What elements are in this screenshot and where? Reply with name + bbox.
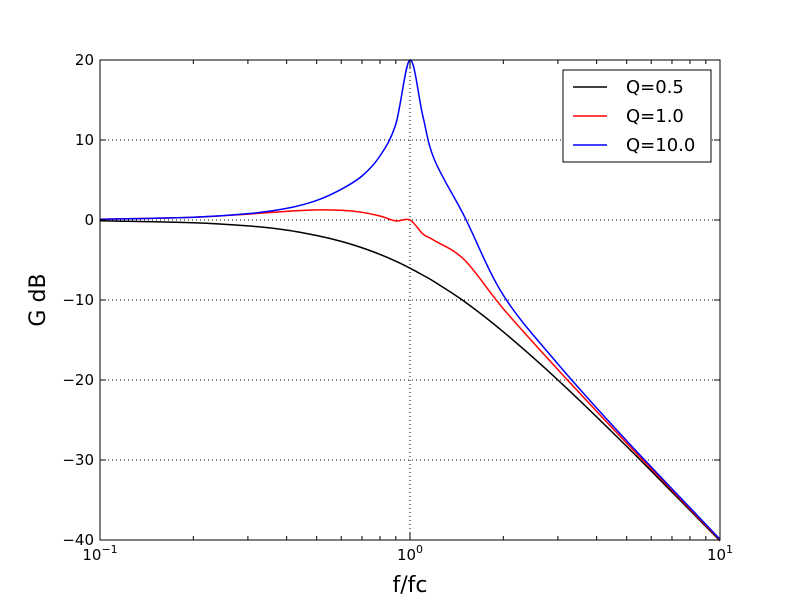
series-line [99,209,721,541]
y-tick-label: −20 [62,371,94,389]
series-lines [99,59,721,542]
y-tick-label: 10 [75,131,94,149]
x-tick-label: 10−1 [82,543,117,564]
x-tick-label: 100 [397,543,423,564]
x-tick-label: 101 [707,543,733,564]
x-tick-labels: 10−1 100 101 [82,543,733,564]
y-tick-label: 20 [75,51,94,69]
y-tick-label: 0 [84,211,94,229]
legend-label: Q=1.0 [626,106,684,127]
y-tick-labels: 20 10 0 −10 −20 −30 −40 [62,51,94,549]
legend: Q=0.5 Q=1.0 Q=10.0 [562,69,712,163]
legend-label: Q=0.5 [626,77,684,98]
y-axis-label: G dB [26,273,51,326]
x-axis-label: f/fc [393,573,428,598]
y-tick-label: −40 [62,531,94,549]
y-tick-label: −30 [62,451,94,469]
series-line [99,219,721,542]
series-line [99,59,721,540]
tick-marks [99,59,721,541]
legend-label: Q=10.0 [626,135,695,156]
y-tick-label: −10 [62,291,94,309]
